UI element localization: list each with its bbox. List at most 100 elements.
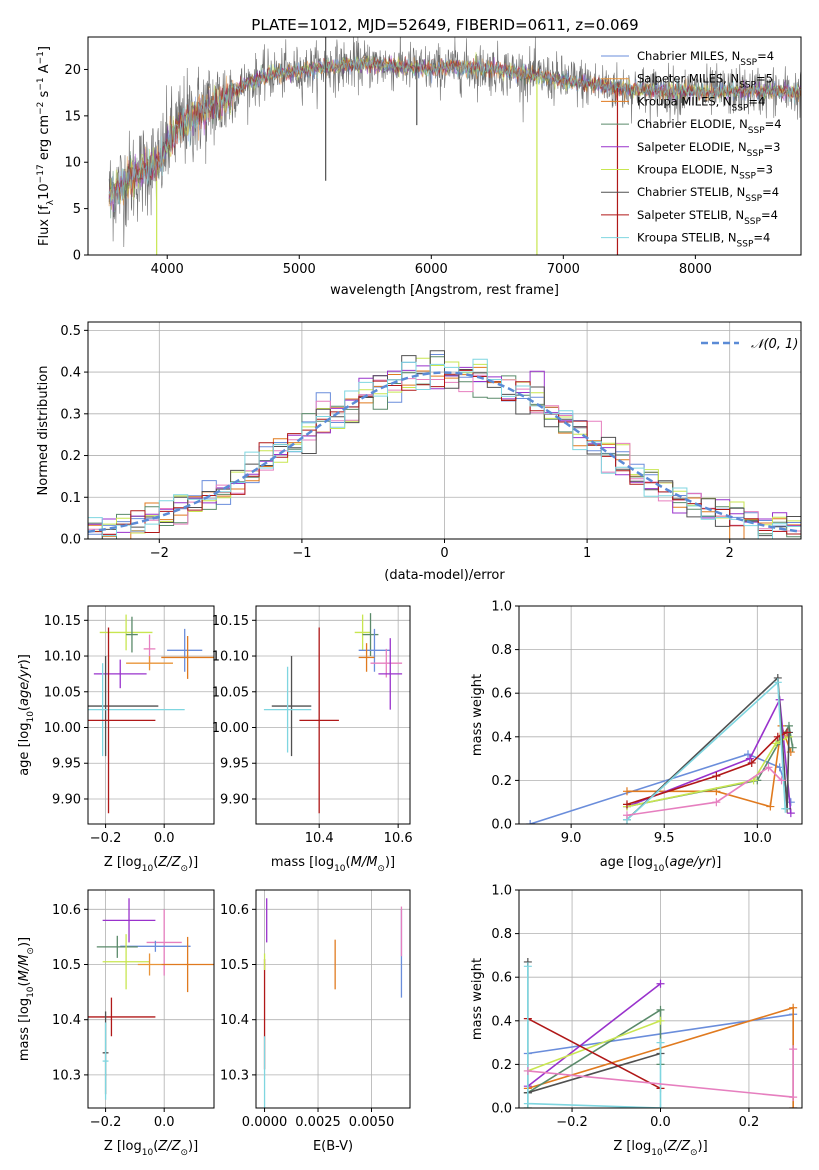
y-tick-label: 10.5 [220,958,249,973]
y-tick-label: 0.2 [60,449,81,464]
y-tick-label: 10.3 [52,1068,81,1083]
plot-area-age_vs_mass [256,606,410,824]
y-tick-label: 0 [73,249,81,264]
weight-marker [744,750,753,759]
weight-marker [622,787,631,796]
plot-area-weight_vs_age [519,606,802,824]
error-point [88,663,185,757]
legend-label: 𝒩(0, 1) [751,337,798,352]
x-axis-label: wavelength [Angstrom, rest frame] [330,283,559,298]
y-tick-label: 9.95 [220,757,249,772]
error-point [126,656,173,671]
y-tick-label: 0.8 [491,927,512,942]
x-tick-label: −1 [292,546,311,561]
weight-series-line [626,676,790,821]
y-tick-label: 1.0 [491,884,512,899]
y-tick-label: 9.90 [52,792,81,807]
weight-marker [712,798,721,807]
x-tick-label: 0.0 [154,831,175,846]
histogram-step [88,358,801,539]
y-tick-label: 0.8 [491,643,512,658]
x-tick-label: 9.0 [561,831,582,846]
y-tick-label: 10.3 [220,1068,249,1083]
x-tick-label: 0.2 [739,1115,760,1130]
y-tick-label: 10.4 [220,1013,249,1028]
weight-marker [789,1093,798,1102]
x-tick-label: 2 [726,546,734,561]
x-axis-label: age [log10(age/yr)] [600,855,722,874]
y-tick-label: 5 [73,202,81,217]
error-point [137,953,162,976]
weight-marker [777,776,786,785]
panel-age_vs_Z: −0.2 0.0 9.90 9.95 10.00 10.05 10.10 10.15 Z [lo… [17,605,215,874]
y-tick-label: 0.4 [491,1014,512,1029]
panel-weight_vs_Z: −0.2 0.0 0.2 0.0 0.2 0.4 0.6 0.8 1.0 Z [log10(Z/Z… [470,884,803,1158]
error-point [161,636,214,679]
weight-series-line [527,966,662,1108]
panel-age_vs_mass: 10.4 10.6 9.90 9.95 10.00 10.05 10.10 10.15 mass… [212,605,413,874]
error-point [167,628,203,672]
weight-marker [789,1003,798,1012]
y-tick-label: 0.1 [60,491,81,506]
panel-weight_vs_age: 9.0 9.5 10.0 0.0 0.2 0.4 0.6 0.8 1.0 age [log10(a… [470,600,803,874]
error-point [358,643,375,672]
y-tick-label: 0.6 [491,971,512,986]
x-tick-label: 0.0 [154,1115,175,1130]
y-tick-label: 10.4 [52,1013,81,1028]
error-point [102,1022,109,1100]
y-tick-label: 0.2 [491,1058,512,1073]
error-point [299,627,339,814]
weight-marker [523,1066,532,1075]
model-spectrum-line [108,56,801,212]
x-tick-label: 9.5 [654,831,675,846]
x-tick-label: 0 [440,546,448,561]
x-tick-label: 0.0000 [242,1115,288,1130]
axes-frame [255,605,411,825]
weight-series-line [626,696,792,814]
weight-marker [656,1005,665,1014]
y-tick-label: 0.4 [60,366,81,381]
axes-frame [87,605,215,825]
x-tick-label: 10.6 [384,831,413,846]
y-axis-label: age [log10(age/yr)] [17,654,36,776]
weight-marker [622,811,631,820]
error-point [271,656,312,757]
y-tick-label: 1.0 [491,600,512,615]
x-tick-label: 10.0 [743,831,772,846]
x-tick-label: 8000 [679,262,712,277]
x-tick-label: 6000 [415,262,448,277]
weight-marker [773,678,782,687]
y-tick-label: 15 [64,109,81,124]
error-point [96,935,138,958]
weight-marker [656,1104,665,1108]
x-tick-label: −0.2 [90,831,122,846]
weight-marker [526,820,535,824]
weight-marker [766,802,775,811]
weight-series-line [626,766,783,817]
error-point [358,628,391,672]
x-tick-label: 5000 [283,262,316,277]
error-point [354,614,371,651]
y-axis-label: mass [log10(M/M⊙)] [17,937,36,1061]
y-tick-label: 10.05 [44,685,81,700]
y-tick-label: 0.2 [491,774,512,789]
plot-area-mass_vs_ebv [256,890,410,1108]
y-tick-label: 10.05 [212,685,249,700]
x-tick-label: 0.0 [650,1115,671,1130]
y-tick-label: 9.90 [220,792,249,807]
error-point [370,648,403,678]
error-point [161,936,214,993]
x-tick-label: 4000 [151,262,184,277]
y-axis-label: Normed distribution [36,366,51,496]
x-tick-label: −0.2 [90,1115,122,1130]
x-axis-label: Z [log10(Z/Z⊙)] [613,1139,707,1158]
x-axis-label: (data-model)/error [384,568,505,583]
plot-area-age_vs_Z [88,606,214,824]
y-tick-label: 10.6 [220,903,249,918]
axes-frame [255,889,411,1109]
y-tick-label: 10.15 [44,614,81,629]
axes-frame [87,36,802,256]
weight-marker [747,758,756,767]
